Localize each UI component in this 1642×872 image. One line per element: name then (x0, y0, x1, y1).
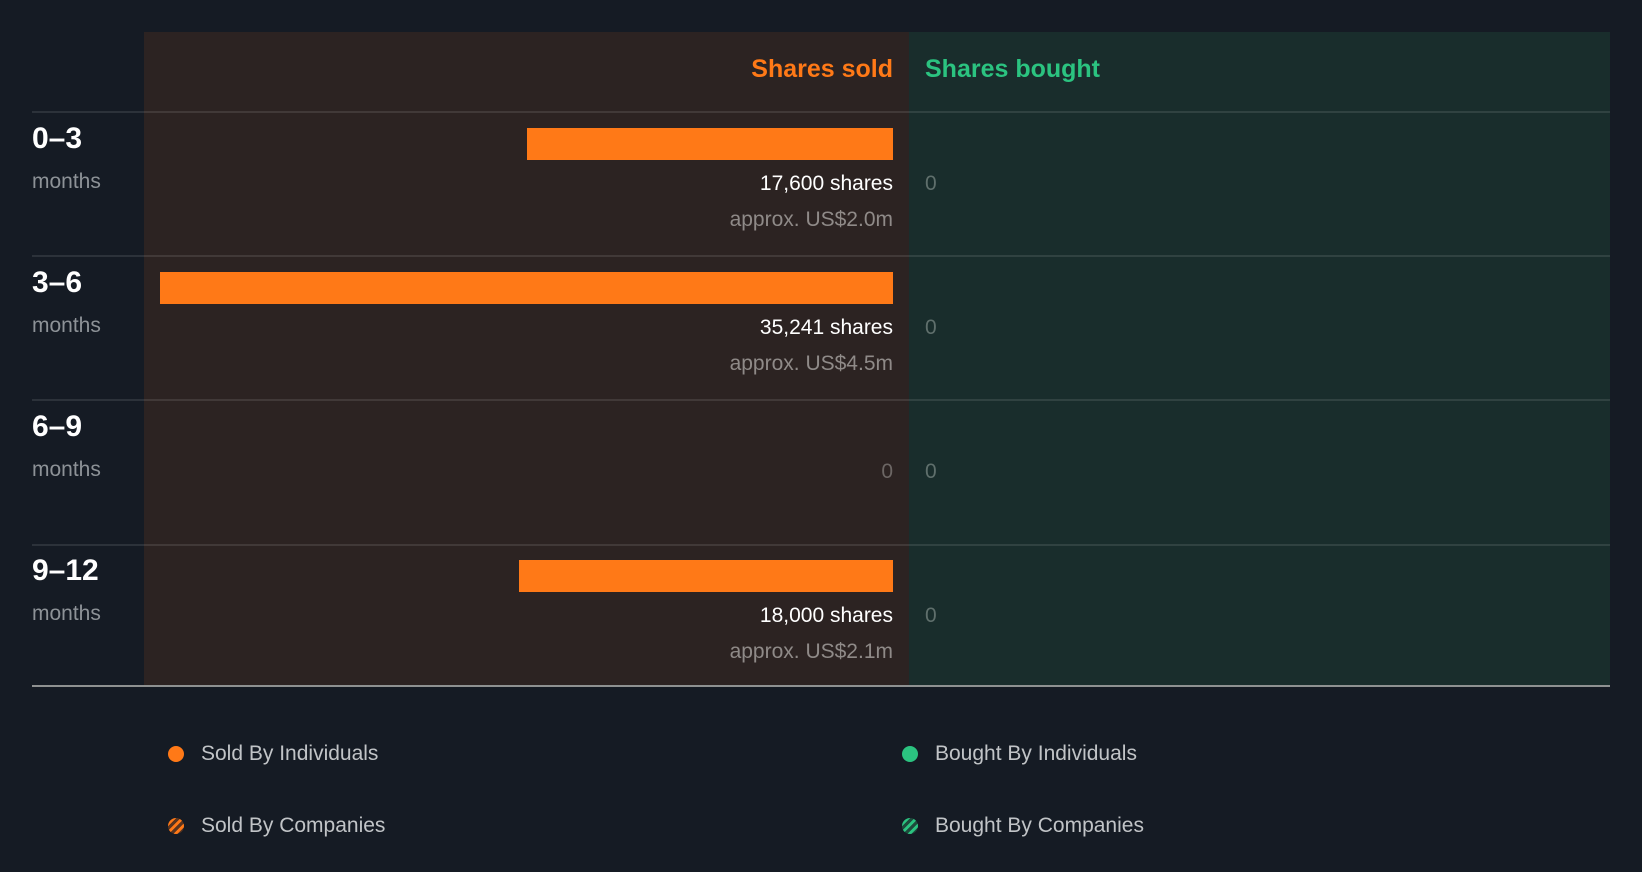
sold-shares-count: 17,600 shares (759, 172, 893, 195)
legend-bought-companies: Bought By Companies (902, 814, 1144, 838)
legend-label: Bought By Individuals (935, 742, 1137, 765)
period-row-3-6: 3–6 months 35,241 shares approx. US$4.5m… (0, 256, 1642, 400)
sold-approx-value: approx. US$2.1m (729, 640, 893, 663)
legend-label: Sold By Companies (201, 814, 386, 837)
green-hatched-dot-icon (902, 818, 918, 834)
green-dot-icon (902, 746, 918, 762)
period-range: 6–9 (32, 410, 83, 443)
sold-shares-count: 0 (881, 460, 893, 483)
bought-shares-count: 0 (925, 604, 937, 627)
sold-approx-value: approx. US$4.5m (729, 352, 893, 375)
period-row-6-9: 6–9 months 0 0 (0, 400, 1642, 544)
sold-bar[interactable] (519, 560, 893, 592)
legend-bought-individuals: Bought By Individuals (902, 742, 1137, 766)
period-row-0-3: 0–3 months 17,600 shares approx. US$2.0m… (0, 112, 1642, 256)
orange-dot-icon (168, 746, 184, 762)
shares-bought-panel (909, 32, 1610, 686)
row-divider (32, 255, 1610, 257)
shares-bought-header: Shares bought (925, 55, 1101, 83)
row-divider (32, 544, 1610, 546)
sold-bar[interactable] (527, 128, 893, 160)
period-range: 9–12 (32, 554, 99, 587)
shares-sold-header: Shares sold (751, 55, 893, 83)
period-unit: months (32, 170, 101, 193)
legend-label: Sold By Individuals (201, 742, 379, 765)
sold-approx-value: approx. US$2.0m (729, 208, 893, 231)
bought-shares-count: 0 (925, 460, 937, 483)
period-range: 3–6 (32, 266, 83, 299)
bought-shares-count: 0 (925, 172, 937, 195)
legend-label: Bought By Companies (935, 814, 1144, 837)
sold-shares-count: 35,241 shares (759, 316, 893, 339)
row-divider (32, 399, 1610, 401)
chart-baseline (32, 685, 1610, 687)
period-unit: months (32, 602, 101, 625)
period-range: 0–3 (32, 122, 83, 155)
period-unit: months (32, 314, 101, 337)
legend-sold-individuals: Sold By Individuals (168, 742, 378, 766)
period-row-9-12: 9–12 months 18,000 shares approx. US$2.1… (0, 544, 1642, 688)
legend-sold-companies: Sold By Companies (168, 814, 385, 838)
sold-shares-count: 18,000 shares (759, 604, 893, 627)
sold-bar[interactable] (160, 272, 893, 304)
period-unit: months (32, 458, 101, 481)
bought-shares-count: 0 (925, 316, 937, 339)
orange-hatched-dot-icon (168, 818, 184, 834)
row-divider (32, 111, 1610, 113)
